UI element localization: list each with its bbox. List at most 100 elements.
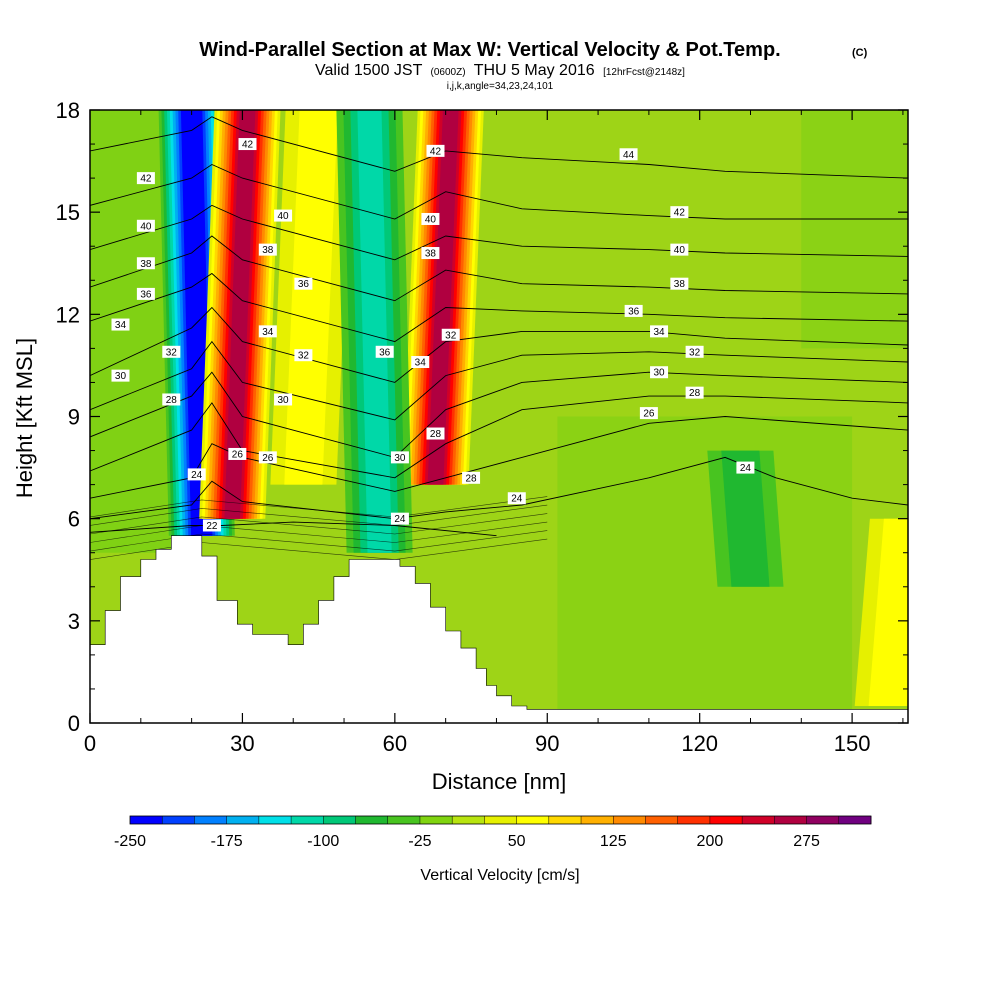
colorbar-cell bbox=[355, 816, 389, 824]
contour-label-box bbox=[162, 393, 181, 406]
subtitle-fcst: [12hrFcst@2148z] bbox=[603, 67, 685, 78]
colorbar-cell bbox=[258, 816, 292, 824]
contour-label-box bbox=[258, 325, 277, 338]
theta-contour-minor bbox=[90, 530, 548, 552]
chart-title-mark: (C) bbox=[852, 47, 868, 59]
x-tick-label: 120 bbox=[681, 731, 718, 756]
colorbar-cell bbox=[130, 816, 163, 824]
contour-label-box bbox=[426, 427, 445, 440]
colorbar-cell bbox=[742, 816, 775, 824]
terrain-shape bbox=[90, 535, 908, 723]
y-tick-label: 18 bbox=[56, 98, 80, 123]
contour-label-box bbox=[639, 407, 658, 420]
x-axis-title: Distance [nm] bbox=[432, 769, 567, 794]
contour-label: 38 bbox=[674, 279, 686, 290]
contour-label-box bbox=[274, 209, 293, 222]
contour-label: 40 bbox=[674, 245, 686, 256]
contour-labels: 42 40 38 36 34 30 32 28 24 22 42 40 38 36 34 32 30 26 26 42… bbox=[111, 138, 755, 532]
theta-contour-minor bbox=[90, 521, 548, 543]
y-tick-label: 3 bbox=[68, 609, 80, 634]
contour-label-box bbox=[421, 212, 440, 225]
theta-contour-30 bbox=[90, 371, 908, 458]
contour-label: 28 bbox=[430, 429, 442, 440]
colorbar-tick-label: -250 bbox=[114, 833, 146, 850]
contour-label-box bbox=[670, 243, 689, 256]
contour-label-box bbox=[202, 519, 221, 532]
y-tick-label: 6 bbox=[68, 507, 80, 532]
contour-label: 22 bbox=[206, 521, 218, 532]
terrain bbox=[90, 535, 908, 723]
contour-label-box bbox=[441, 328, 460, 341]
contour-label: 36 bbox=[140, 289, 152, 300]
contour-label-box bbox=[136, 287, 155, 300]
contour-label-box bbox=[619, 148, 638, 161]
colorbar-cell bbox=[226, 816, 260, 824]
colorbar-cell bbox=[452, 816, 485, 824]
contour-label: 42 bbox=[430, 146, 442, 157]
contour-label: 36 bbox=[379, 347, 391, 358]
contour-label-box bbox=[462, 471, 481, 484]
contour-label-box bbox=[421, 247, 440, 260]
contour-label: 34 bbox=[262, 327, 274, 338]
contour-label: 44 bbox=[623, 150, 635, 161]
contour-label-box bbox=[650, 325, 669, 338]
contour-label: 32 bbox=[445, 330, 457, 341]
chart-indices: i,j,k,angle=34,23,24,101 bbox=[447, 81, 554, 92]
chart-title: Wind-Parallel Section at Max W: Vertical… bbox=[199, 39, 780, 61]
contour-label: 42 bbox=[140, 174, 152, 185]
contour-label-box bbox=[390, 512, 409, 525]
contour-label: 40 bbox=[140, 221, 152, 232]
y-tick-label: 15 bbox=[56, 200, 80, 225]
theta-contour-minor bbox=[90, 504, 548, 526]
contour-label: 28 bbox=[166, 395, 178, 406]
updraft-band bbox=[868, 518, 908, 706]
colorbar-title: Vertical Velocity [cm/s] bbox=[420, 867, 579, 884]
contour-label: 42 bbox=[242, 140, 254, 151]
contour-label: 40 bbox=[425, 214, 437, 225]
contour-label-box bbox=[228, 447, 247, 460]
colorbar-cell bbox=[709, 816, 743, 824]
colorbar-cell bbox=[806, 816, 840, 824]
colorbar-cell bbox=[613, 816, 646, 824]
contour-label-box bbox=[507, 492, 526, 505]
x-tick-label: 30 bbox=[230, 731, 254, 756]
contour-label: 30 bbox=[278, 395, 290, 406]
contour-label-box bbox=[624, 304, 643, 317]
contour-label: 30 bbox=[394, 453, 406, 464]
contour-label: 32 bbox=[689, 347, 701, 358]
colorbar-tick-label: 200 bbox=[697, 833, 724, 850]
contour-label: 24 bbox=[191, 470, 203, 481]
contour-label-box bbox=[258, 243, 277, 256]
colorbar-frame bbox=[129, 815, 872, 825]
theta-contour-44 bbox=[90, 116, 908, 179]
theta-contour-36 bbox=[90, 272, 908, 343]
colorbar-cell bbox=[323, 816, 356, 824]
contour-label: 32 bbox=[298, 351, 310, 362]
downdraft-band bbox=[357, 110, 392, 553]
contour-label: 24 bbox=[394, 514, 406, 525]
colorbar-tick-label: 125 bbox=[600, 833, 627, 850]
contour-label: 34 bbox=[653, 327, 665, 338]
contour-label: 32 bbox=[166, 347, 178, 358]
colorbar-cell bbox=[838, 816, 872, 824]
theta-contour-24 bbox=[90, 456, 908, 520]
contour-label-box bbox=[136, 172, 155, 185]
colorbar-cell bbox=[516, 816, 550, 824]
contour-label: 38 bbox=[262, 245, 274, 256]
colorbar-cell bbox=[291, 816, 324, 824]
contour-label-box bbox=[258, 451, 277, 464]
contour-label: 42 bbox=[674, 208, 686, 219]
theta-contour-minor bbox=[90, 513, 548, 535]
colorbar-tick-label: 50 bbox=[508, 833, 526, 850]
contour-label: 34 bbox=[415, 358, 427, 369]
contour-label-box bbox=[187, 468, 206, 481]
subtitle-valid: Valid 1500 JST bbox=[315, 62, 423, 79]
contour-label: 26 bbox=[232, 449, 244, 460]
theta-contour-minor bbox=[90, 496, 548, 518]
colorbar-cell bbox=[162, 816, 195, 824]
contour-label-box bbox=[650, 366, 669, 379]
contour-label-box bbox=[736, 461, 755, 474]
colorbar: -250 -175 -100 -25 50 125 200 275 bbox=[114, 815, 872, 850]
